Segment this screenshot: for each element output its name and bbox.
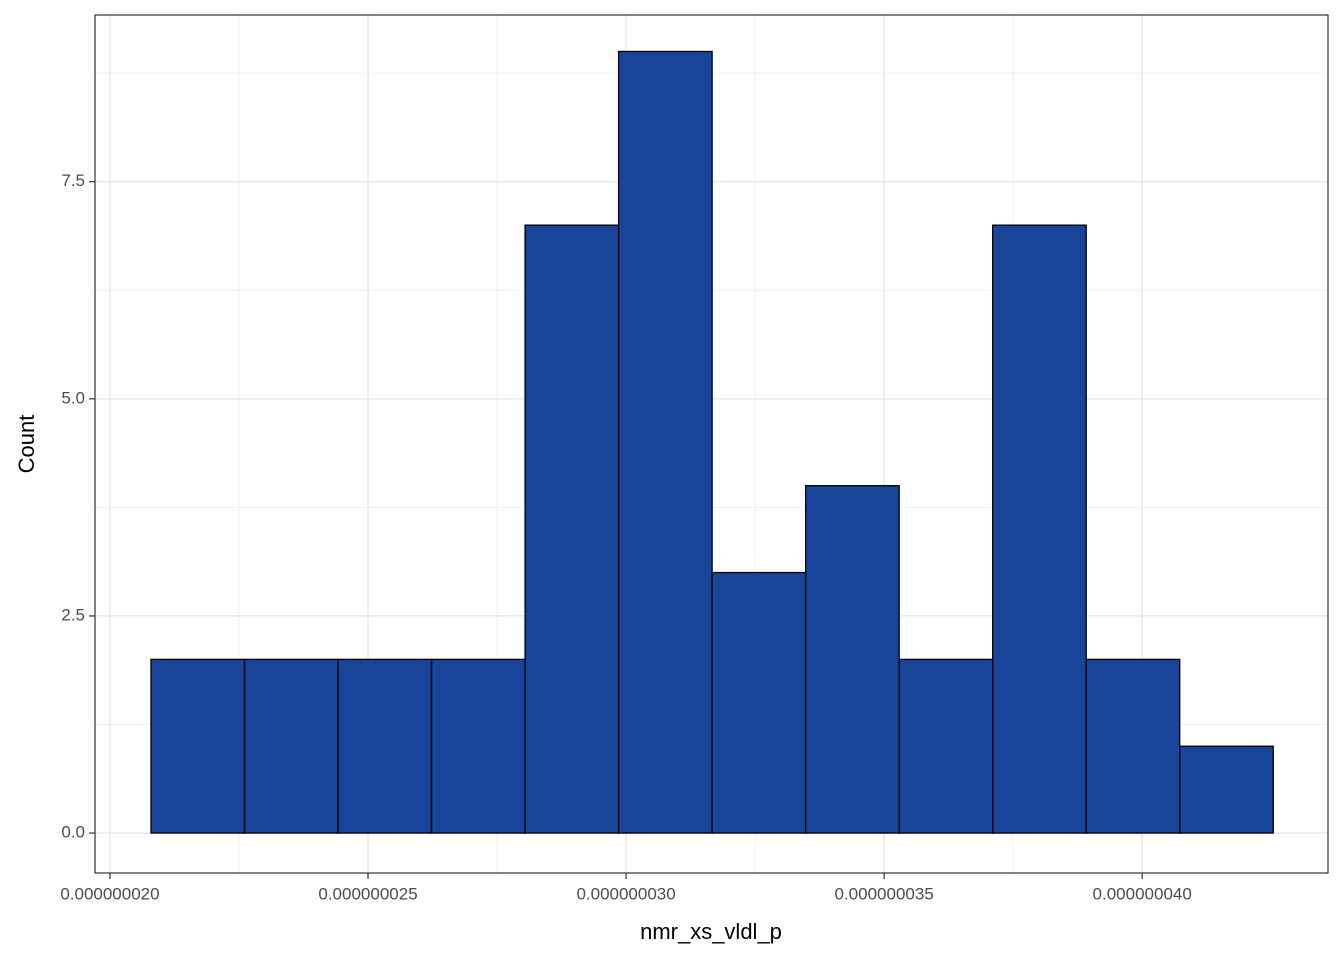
y-axis-label: Count: [14, 415, 39, 474]
bar: [524, 224, 620, 834]
y-tick-label: 7.5: [61, 171, 85, 190]
bar: [150, 658, 246, 834]
bar: [898, 658, 994, 834]
bar: [711, 571, 807, 834]
y-tick-label: 0.0: [61, 823, 85, 842]
bar: [337, 658, 433, 834]
x-tick-label: 0.000000040: [1093, 884, 1192, 903]
bar: [617, 50, 713, 834]
x-tick-label: 0.000000035: [835, 884, 934, 903]
bar: [1085, 658, 1181, 834]
x-tick-label: 0.000000020: [60, 884, 159, 903]
bar: [992, 224, 1087, 834]
panel-border: [94, 14, 1329, 874]
y-tick-label: 5.0: [61, 388, 85, 407]
bar: [804, 485, 900, 834]
x-axis-label: nmr_xs_vldl_p: [640, 919, 782, 944]
bar: [1179, 745, 1274, 834]
y-tick-label: 2.5: [61, 605, 85, 624]
x-tick-label: 0.000000030: [576, 884, 675, 903]
x-tick-label: 0.000000025: [318, 884, 417, 903]
bar: [243, 658, 339, 834]
bar: [430, 658, 526, 834]
